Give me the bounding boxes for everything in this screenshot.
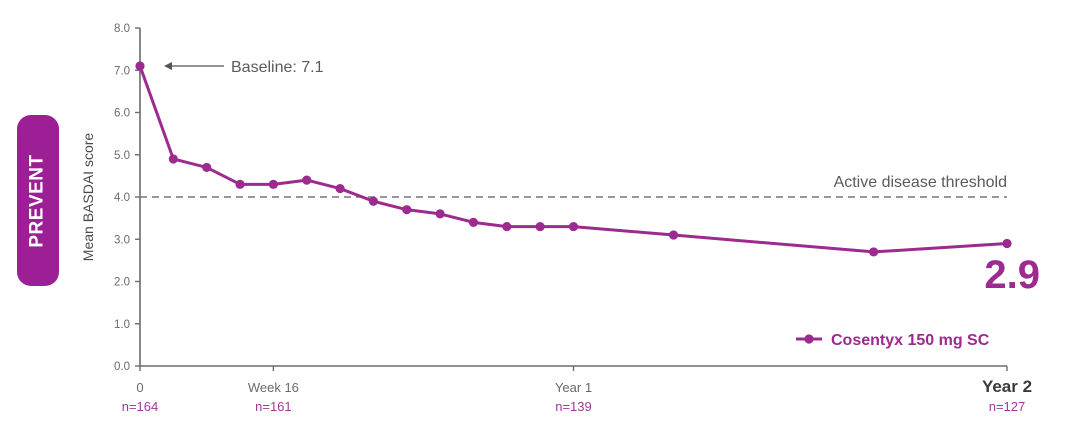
threshold-label: Active disease threshold: [834, 174, 1007, 191]
data-point: [302, 175, 312, 185]
data-point: [202, 162, 212, 173]
sample-size-label: n=139: [555, 399, 592, 414]
y-tick-label: 6.0: [114, 108, 130, 120]
baseline-label: Baseline: 7.1: [231, 59, 324, 76]
data-point: [668, 230, 679, 240]
data-point: [135, 61, 145, 71]
data-point: [502, 221, 512, 232]
y-tick-label: 0.0: [114, 361, 130, 373]
data-point: [468, 217, 479, 227]
x-tick-label: Week 16: [248, 380, 299, 395]
legend-label: Cosentyx 150 mg SC: [831, 332, 990, 349]
y-tick-label: 4.0: [114, 192, 130, 204]
data-point: [168, 154, 178, 164]
sample-size-label: n=164: [122, 399, 159, 414]
x-tick-label: Year 2: [982, 377, 1032, 396]
data-point: [1002, 238, 1012, 249]
arrow-left-icon: [164, 62, 172, 71]
y-tick-label: 8.0: [114, 23, 130, 35]
data-point: [368, 196, 379, 206]
y-tick-label: 1.0: [114, 319, 130, 331]
data-point: [268, 179, 278, 189]
x-tick-label: 0: [136, 380, 143, 395]
data-point: [568, 221, 579, 232]
y-tick-label: 7.0: [114, 65, 130, 77]
legend-marker-icon: [804, 334, 814, 344]
data-point: [402, 205, 412, 215]
sample-size-label: n=127: [989, 399, 1026, 414]
prevent-badge: PREVENT: [17, 115, 59, 286]
data-point: [435, 209, 445, 219]
sample-size-label: n=161: [255, 399, 292, 414]
y-tick-label: 3.0: [114, 234, 130, 246]
data-point: [869, 247, 879, 257]
x-tick-label: Year 1: [555, 380, 592, 395]
data-point: [535, 221, 545, 232]
y-tick-label: 2.0: [114, 277, 130, 289]
y-tick-label: 5.0: [114, 150, 130, 162]
data-point: [335, 183, 345, 194]
final-value-callout: 2.9: [984, 253, 1040, 297]
data-point: [235, 179, 245, 189]
